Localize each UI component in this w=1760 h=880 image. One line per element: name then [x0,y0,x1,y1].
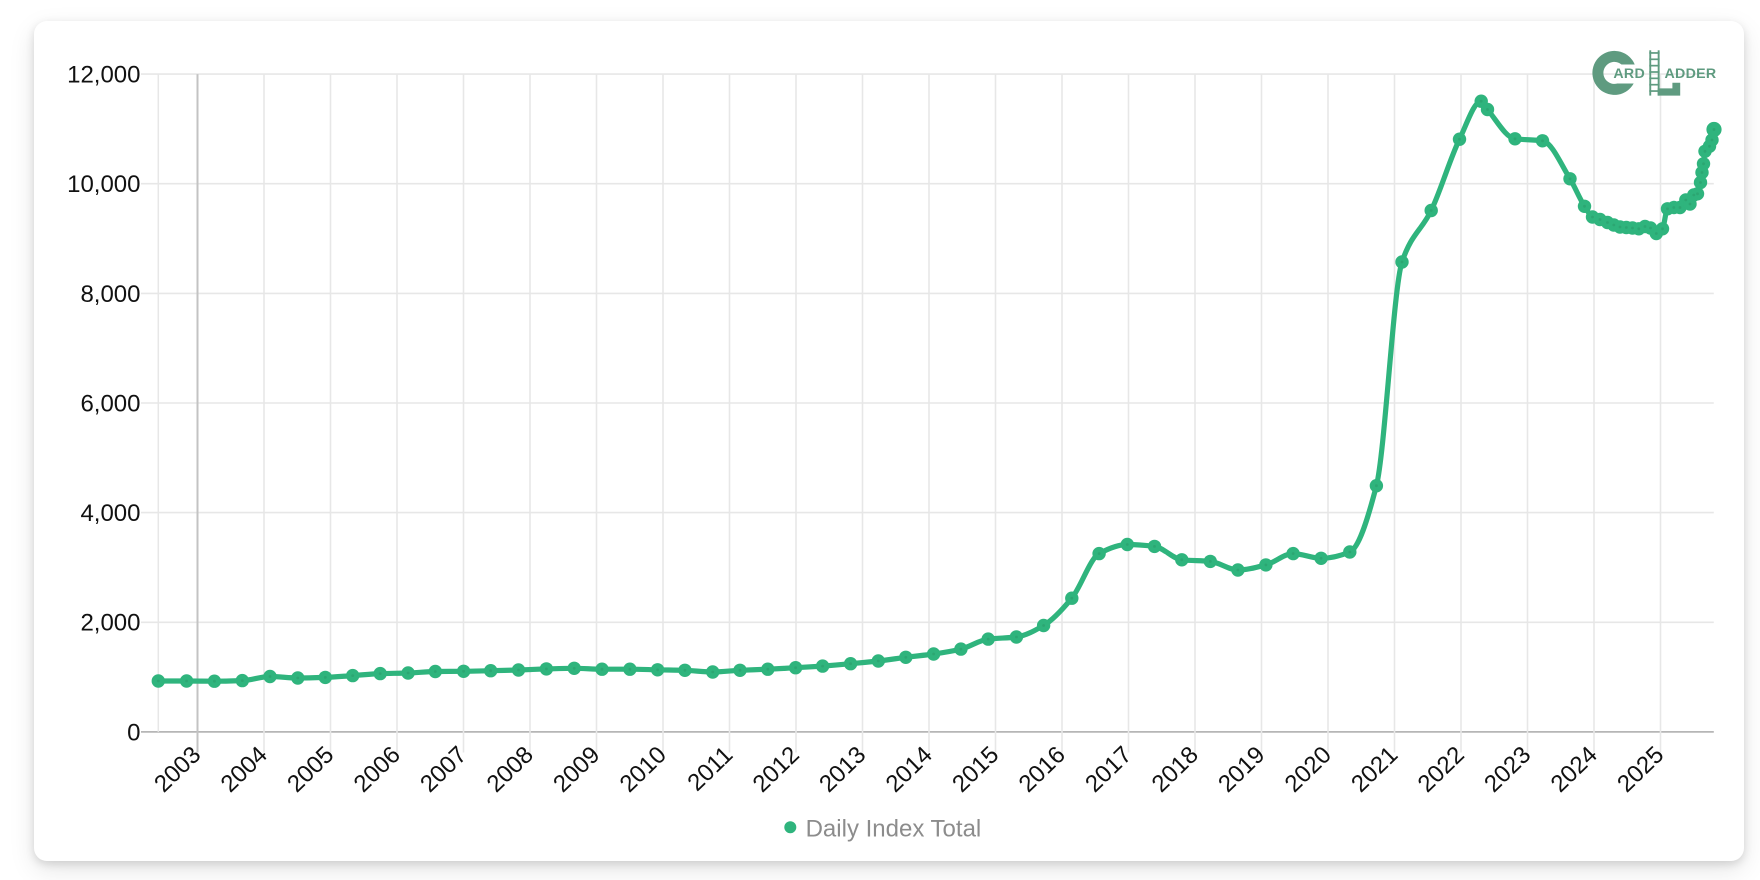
svg-text:2,000: 2,000 [80,610,140,637]
svg-text:6,000: 6,000 [80,390,140,417]
svg-text:0: 0 [127,719,140,746]
svg-text:ADDER: ADDER [1665,66,1717,82]
svg-text:Daily Index Total: Daily Index Total [806,815,982,842]
svg-text:12,000: 12,000 [67,62,140,89]
svg-text:ARD: ARD [1613,66,1645,82]
svg-text:10,000: 10,000 [67,171,140,198]
svg-text:4,000: 4,000 [80,500,140,527]
svg-text:8,000: 8,000 [80,281,140,308]
